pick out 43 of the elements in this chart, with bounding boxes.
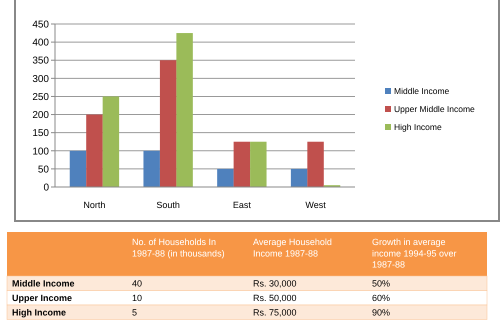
bar <box>102 96 120 187</box>
legend-label: High Income <box>394 122 442 132</box>
text: No. of Households In 1987-88 (in thousands) <box>132 237 225 258</box>
text: Upper Income <box>12 292 72 303</box>
y-tick-label: 400 <box>32 38 50 49</box>
bar <box>70 150 86 187</box>
bar <box>234 142 250 187</box>
text: 90% <box>372 307 390 318</box>
bar <box>86 114 103 187</box>
bar <box>307 142 324 187</box>
bar <box>290 168 308 187</box>
text: 50% <box>372 278 390 288</box>
x-tick-label: South <box>156 200 180 210</box>
x-tick-label: West <box>305 200 326 210</box>
y-tick-label: 100 <box>32 146 50 158</box>
text: Average Household Income 1987-88 <box>253 237 332 258</box>
y-tick-label: 300 <box>32 74 50 85</box>
x-tick-label: East <box>232 200 252 210</box>
legend-label: Upper Middle Income <box>394 104 476 114</box>
y-tick-label: 350 <box>32 56 50 67</box>
bar <box>217 168 234 187</box>
bar <box>143 150 160 187</box>
y-tick-label: 0 <box>43 182 50 194</box>
text: 40 <box>132 278 142 288</box>
y-tick-label: 150 <box>32 128 50 140</box>
text: Growth in average income 1994-95 over 1987-88 <box>372 237 457 270</box>
text: 10 <box>132 292 142 303</box>
y-tick-label: 50 <box>38 164 50 176</box>
text: 5 <box>132 307 138 318</box>
bar <box>176 33 193 187</box>
text: 60% <box>372 292 390 303</box>
y-tick-label: 250 <box>32 92 50 103</box>
bar <box>250 142 267 187</box>
text: Middle Income <box>12 278 75 288</box>
text: Rs. 30,000 <box>253 278 297 288</box>
text: High Income <box>12 307 66 318</box>
y-tick-label: 200 <box>32 110 50 122</box>
legend-label: Middle Income <box>394 86 450 96</box>
text: Rs. 50,000 <box>253 292 297 303</box>
text: Rs. 75,000 <box>253 307 297 318</box>
x-tick-label: North <box>83 200 106 210</box>
bar <box>160 60 176 187</box>
y-tick-label: 450 <box>32 20 50 30</box>
